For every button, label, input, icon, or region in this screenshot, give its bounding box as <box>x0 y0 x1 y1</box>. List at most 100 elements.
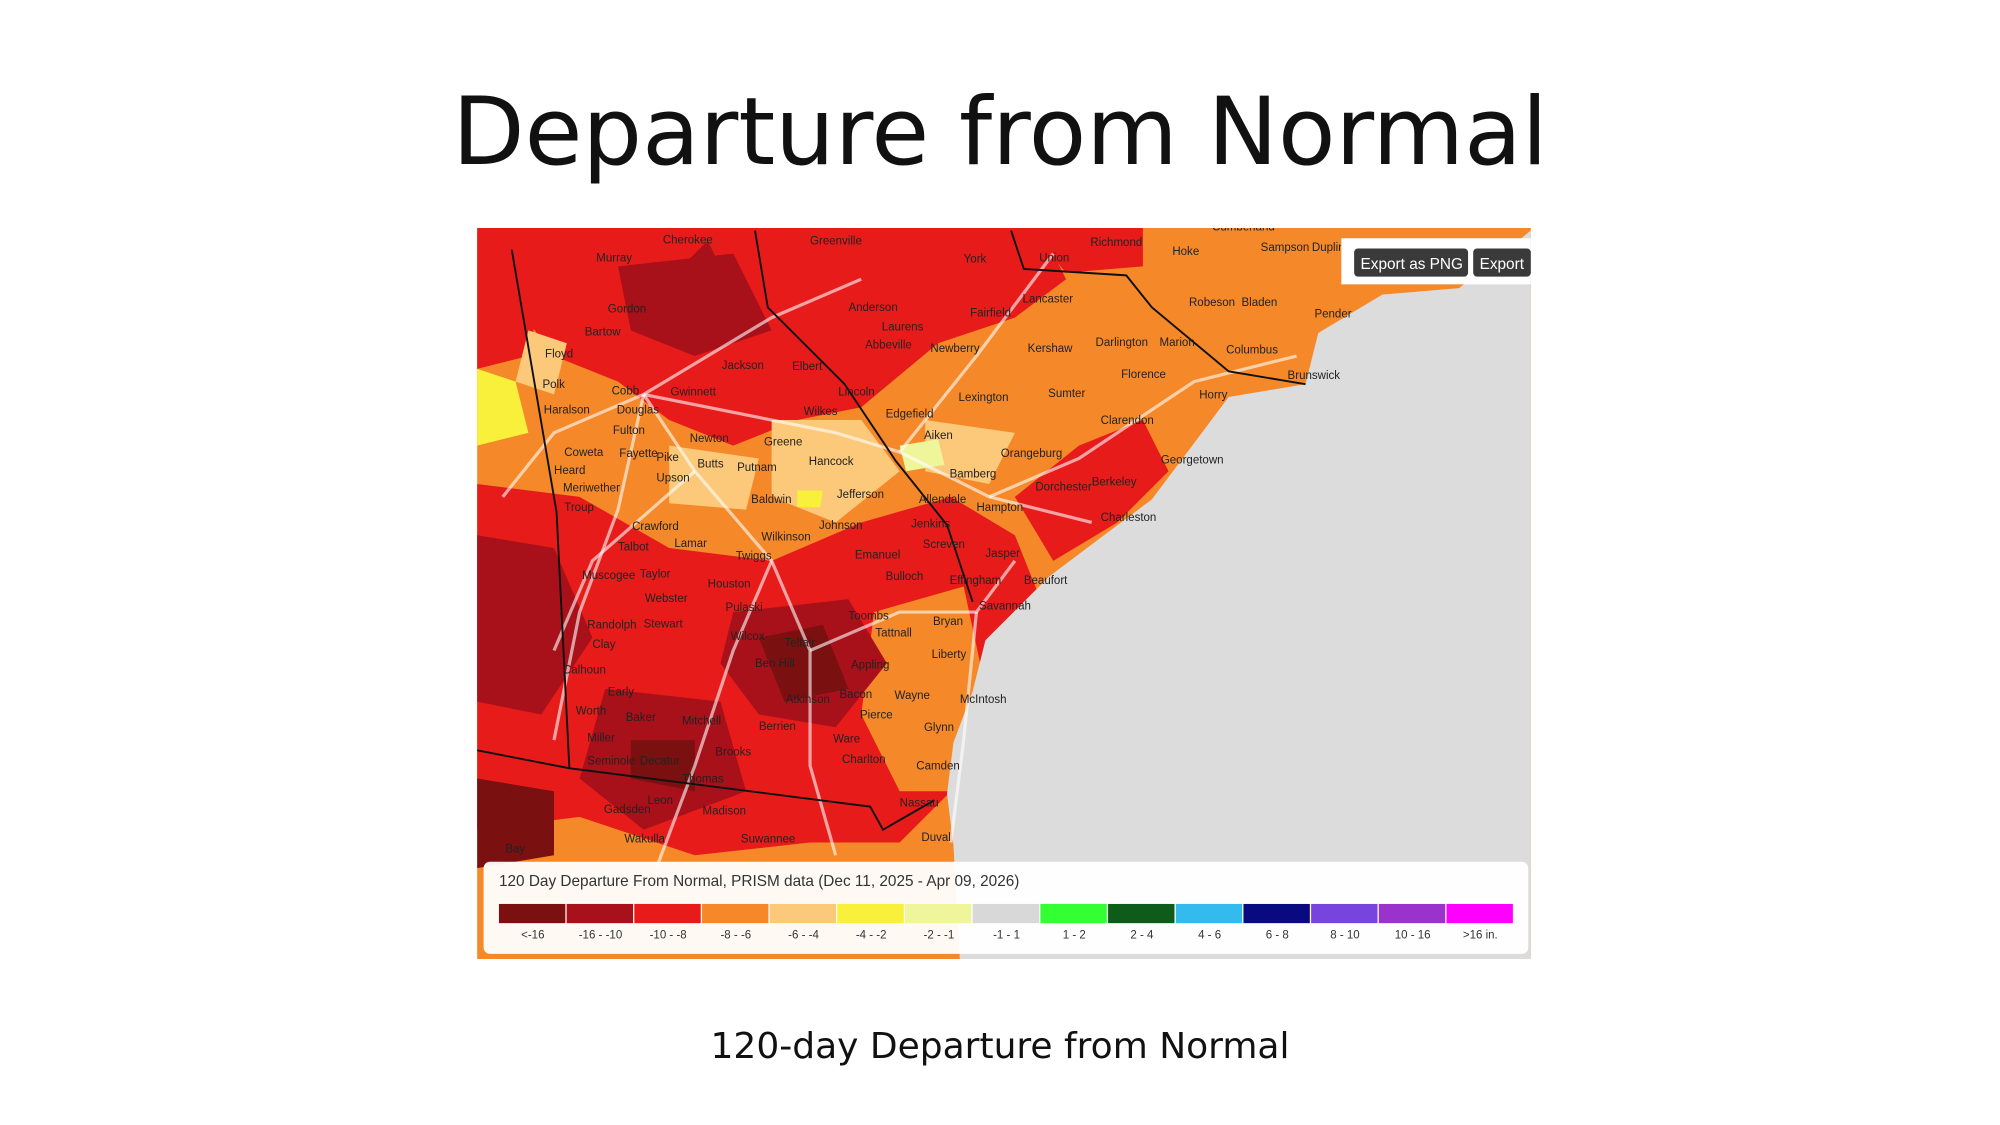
legend-swatch <box>972 903 1040 924</box>
place-label: Early <box>608 686 634 698</box>
place-label: Hancock <box>809 456 854 468</box>
place-label: Seminole <box>587 755 635 767</box>
legend-swatch <box>1175 903 1243 924</box>
place-label: Polk <box>542 379 565 391</box>
export-button[interactable] <box>1354 248 1469 277</box>
place-label: Douglas <box>617 405 659 417</box>
place-label: Kershaw <box>1028 343 1073 355</box>
place-label: Orangeburg <box>1001 448 1062 460</box>
legend-swatch <box>1108 903 1175 924</box>
place-label: Troup <box>564 502 594 514</box>
map-region <box>899 439 945 472</box>
legend-swatch <box>566 903 634 924</box>
legend-label: >16 in. <box>1463 930 1498 942</box>
place-label: Coweta <box>564 447 604 459</box>
place-label: Heard <box>554 465 585 477</box>
place-labels: Cherokee Greenville York Union Richmond Cumbe… <box>505 222 1351 856</box>
place-label: Effingham <box>950 575 1002 587</box>
map-region <box>1027 228 1143 273</box>
place-label: Putnam <box>737 462 777 474</box>
map-region <box>477 778 555 869</box>
export-button[interactable] <box>1473 248 1531 277</box>
place-label: Liberty <box>932 649 967 661</box>
legend-swatch <box>905 903 972 924</box>
legend-swatch <box>634 903 701 924</box>
legend-label: 4 - 6 <box>1198 930 1221 942</box>
place-label: Georgetown <box>1161 455 1224 467</box>
place-label: Lamar <box>674 538 707 550</box>
place-label: Gadsden <box>604 804 651 816</box>
place-label: Telfair <box>784 638 815 650</box>
legend-label: 8 - 10 <box>1330 930 1359 942</box>
place-label: Wakulla <box>624 834 665 846</box>
place-label: Jenkins <box>911 519 950 531</box>
place-label: Muscogee <box>582 570 635 582</box>
place-label: Cumberland <box>1212 228 1275 234</box>
regions <box>477 228 1169 869</box>
place-label: Upson <box>656 472 689 484</box>
place-label: Glynn <box>924 722 954 734</box>
place-label: Stewart <box>644 618 684 630</box>
place-label: Worth <box>576 705 607 717</box>
map-region <box>618 253 772 357</box>
legend-swatch <box>1378 903 1446 924</box>
map-region <box>925 420 1015 485</box>
place-label: Madison <box>703 805 747 817</box>
place-label: Berkeley <box>1092 476 1137 488</box>
place-label: Pierce <box>860 709 893 721</box>
map-region <box>797 490 823 508</box>
place-label: Lexington <box>959 392 1009 404</box>
place-label: Robeson <box>1189 297 1235 309</box>
place-label: Duval <box>921 832 950 844</box>
place-label: Laurens <box>882 321 924 333</box>
ocean <box>947 230 1531 959</box>
place-label: Toombs <box>848 611 889 623</box>
export-button-label[interactable]: Export as PNG <box>1361 256 1463 273</box>
place-label: Newton <box>690 433 729 445</box>
legend-swatch <box>1243 903 1310 924</box>
place-label: Charleston <box>1101 512 1157 524</box>
place-label: Duplin <box>1312 242 1345 254</box>
export-button-label[interactable]: Export <box>1480 256 1525 273</box>
place-label: Leon <box>647 795 673 807</box>
place-label: Nassau <box>900 798 939 810</box>
roads <box>501 252 1297 869</box>
place-label: Bartow <box>585 327 622 339</box>
legend-label: -4 - -2 <box>856 930 887 942</box>
place-label: Jackson <box>722 360 764 372</box>
place-label: Appling <box>851 659 889 671</box>
place-label: Dorchester <box>1035 481 1091 493</box>
legend-swatch <box>769 903 837 924</box>
map-region <box>669 445 759 510</box>
place-label: Greene <box>764 437 802 449</box>
place-label: Meriwether <box>563 483 620 495</box>
place-label: Ben Hill <box>755 658 795 670</box>
place-label: Murray <box>596 252 632 264</box>
place-label: Hampton <box>976 502 1023 514</box>
place-label: Abbeville <box>865 339 912 351</box>
place-label: Taylor <box>640 568 671 580</box>
legend-label: -1 - 1 <box>993 930 1020 942</box>
legend-swatch <box>1446 903 1513 924</box>
legend-label: -6 - -4 <box>788 930 819 942</box>
place-label: Pender <box>1314 309 1351 321</box>
place-label: Emanuel <box>855 549 900 561</box>
place-label: Horry <box>1199 389 1227 401</box>
place-label: Florence <box>1121 369 1166 381</box>
legend-swatch <box>701 903 769 924</box>
place-label: Marion <box>1160 337 1195 349</box>
legend-swatch <box>498 903 566 924</box>
place-label: Atkinson <box>786 694 830 706</box>
legend-label: 6 - 8 <box>1266 930 1289 942</box>
place-label: Clarendon <box>1101 415 1154 427</box>
map-region <box>861 586 983 792</box>
place-label: Fulton <box>613 425 645 437</box>
place-label: Webster <box>645 593 688 605</box>
legend-title: 120 Day Departure From Normal, PRISM dat… <box>499 873 1019 890</box>
place-label: Pike <box>656 452 678 464</box>
place-label: Fairfield <box>970 307 1011 319</box>
place-label: Calhoun <box>563 665 606 677</box>
place-label: Lancaster <box>1023 293 1074 305</box>
place-label: Gordon <box>608 303 646 315</box>
legend-label: <-16 <box>521 930 544 942</box>
